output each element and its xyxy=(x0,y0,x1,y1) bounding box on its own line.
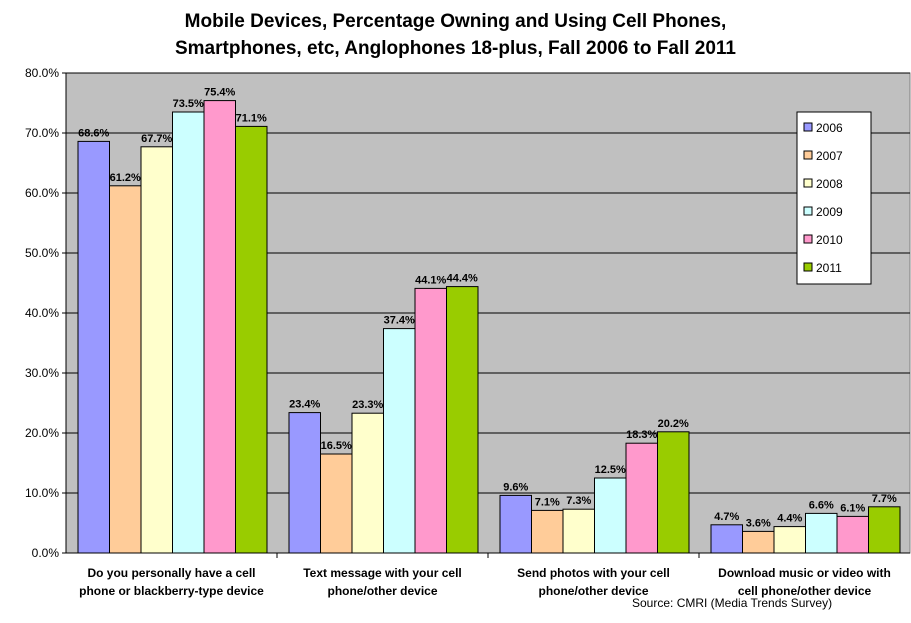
y-tick-label: 50.0% xyxy=(25,246,59,260)
bar-2009 xyxy=(383,328,416,554)
y-tick-label: 70.0% xyxy=(25,126,59,140)
bar-2006 xyxy=(288,412,321,554)
bar-2007 xyxy=(531,509,564,554)
y-tick-label: 60.0% xyxy=(25,186,59,200)
legend-label-2007: 2007 xyxy=(816,149,843,163)
y-tick-label: 20.0% xyxy=(25,426,59,440)
y-tick-label: 40.0% xyxy=(25,306,59,320)
data-label-2006: 23.4% xyxy=(289,399,320,411)
legend-swatch-2009 xyxy=(803,206,813,216)
chart-title-line-1: Mobile Devices, Percentage Owning and Us… xyxy=(184,11,727,32)
bar-2010 xyxy=(836,515,869,554)
bar-2008 xyxy=(140,146,173,554)
y-tick-label: 0.0% xyxy=(32,546,60,560)
data-label-2011: 20.2% xyxy=(658,418,689,430)
legend-label-2009: 2009 xyxy=(816,205,843,219)
data-label-2009: 37.4% xyxy=(384,315,415,327)
source-note: Source: CMRI (Media Trends Survey) xyxy=(632,596,833,610)
y-tick-label: 10.0% xyxy=(25,486,59,500)
data-label-2006: 68.6% xyxy=(78,127,109,139)
legend-swatch-2006 xyxy=(803,122,813,132)
data-label-2009: 6.6% xyxy=(809,499,834,511)
x-category-label: phone/other device xyxy=(327,584,437,598)
bar-2009 xyxy=(172,111,205,554)
bar-2011 xyxy=(446,286,479,554)
bar-2006 xyxy=(77,140,110,554)
data-label-2007: 7.1% xyxy=(535,496,560,508)
bar-2011 xyxy=(235,125,268,554)
bar-2008 xyxy=(562,508,595,554)
data-label-2011: 71.1% xyxy=(236,112,267,124)
legend-swatch-2011 xyxy=(803,262,813,272)
data-label-2010: 75.4% xyxy=(204,87,235,99)
bar-2011 xyxy=(868,506,901,554)
bar-2010 xyxy=(203,100,236,554)
data-label-2008: 7.3% xyxy=(566,495,591,507)
x-category-label: phone/other device xyxy=(538,584,648,598)
legend-swatch-2010 xyxy=(803,234,813,244)
bar-2008 xyxy=(351,412,384,554)
y-tick-label: 80.0% xyxy=(25,66,59,80)
legend-label-2006: 2006 xyxy=(816,121,843,135)
legend-swatch-2007 xyxy=(803,150,813,160)
legend-swatch-2008 xyxy=(803,178,813,188)
x-category-label: cell phone/other device xyxy=(738,584,872,598)
bar-2009 xyxy=(805,512,838,554)
bar-2006 xyxy=(710,524,743,554)
data-label-2009: 12.5% xyxy=(595,464,626,476)
y-tick-label: 30.0% xyxy=(25,366,59,380)
x-category-label: Text message with your cell xyxy=(303,566,462,580)
data-label-2011: 44.4% xyxy=(447,273,478,285)
data-label-2009: 73.5% xyxy=(173,98,204,110)
data-label-2010: 44.1% xyxy=(415,274,446,286)
data-label-2007: 61.2% xyxy=(110,172,141,184)
legend xyxy=(796,111,872,285)
legend-label-2008: 2008 xyxy=(816,177,843,191)
x-category-label: phone or blackberry-type device xyxy=(79,584,264,598)
data-label-2007: 3.6% xyxy=(746,517,771,529)
bar-2009 xyxy=(594,477,627,554)
data-label-2010: 6.1% xyxy=(840,502,865,514)
data-label-2011: 7.7% xyxy=(872,493,897,505)
data-label-2007: 16.5% xyxy=(321,440,352,452)
x-category-label: Download music or video with xyxy=(718,566,891,580)
data-label-2010: 18.3% xyxy=(626,429,657,441)
bar-2007 xyxy=(320,453,353,554)
chart-title: Mobile Devices, Percentage Owning and Us… xyxy=(0,8,911,62)
chart-title-line-2: Smartphones, etc, Anglophones 18-plus, F… xyxy=(174,38,736,59)
bar-2011 xyxy=(657,431,690,554)
data-label-2008: 23.3% xyxy=(352,399,383,411)
bar-2008 xyxy=(773,526,806,554)
x-category-label: Send photos with your cell xyxy=(517,566,670,580)
data-label-2008: 4.4% xyxy=(777,513,802,525)
x-category-label: Do you personally have a cell xyxy=(87,566,255,580)
bar-2007 xyxy=(742,530,775,554)
legend-label-2011: 2011 xyxy=(816,261,842,275)
legend-label-2010: 2010 xyxy=(816,233,843,247)
bar-2010 xyxy=(414,287,447,554)
data-label-2008: 67.7% xyxy=(141,133,172,145)
data-label-2006: 4.7% xyxy=(714,511,739,523)
bar-2006 xyxy=(499,494,532,554)
bar-2007 xyxy=(109,185,142,554)
bar-2010 xyxy=(625,442,658,554)
data-label-2006: 9.6% xyxy=(503,481,528,493)
